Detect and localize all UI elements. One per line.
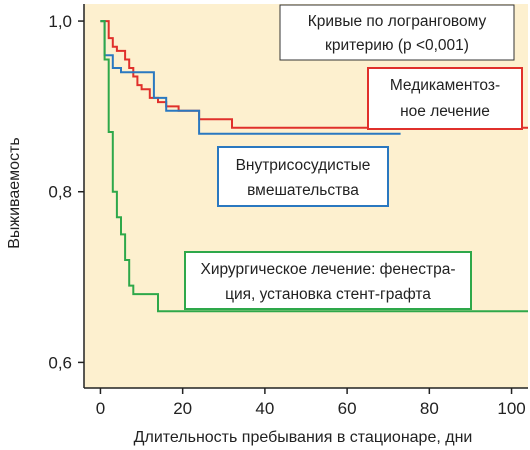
x-tick-label: 60 — [338, 399, 357, 418]
y-tick-label: 0,8 — [48, 183, 72, 202]
surgical-line-1: Хирургическое лечение: фенестра- — [200, 261, 455, 278]
surgical-box — [184, 251, 472, 310]
endovascular-curve — [100, 20, 401, 135]
x-tick-label: 100 — [497, 399, 525, 418]
surgical-annotation: Хирургическое лечение: фенестра- ция, ус… — [184, 251, 472, 310]
x-axis-title: Длительность пребывания в стационаре, дн… — [134, 429, 473, 446]
ticks-layer: 0 20 40 60 80 100 0,6 0,8 1,0 — [48, 12, 525, 418]
medical-box — [367, 67, 523, 130]
x-tick-label: 80 — [420, 399, 439, 418]
endovascular-box — [217, 146, 389, 207]
series-layer — [100, 20, 528, 313]
x-tick-label: 0 — [96, 399, 105, 418]
surgical-line-2: ция, установка стент-графта — [225, 286, 431, 303]
logrank-line-2: критерию (р <0,001) — [325, 37, 469, 54]
medical-annotation: Медикаментоз- ное лечение — [367, 67, 523, 130]
logrank-annotation: Кривые по логранговому критерию (р <0,00… — [279, 4, 515, 61]
logrank-line-1: Кривые по логранговому — [308, 13, 487, 30]
endovascular-annotation: Внутрисосудистые вмешательства — [217, 146, 389, 207]
medical-line-1: Медикаментоз- — [390, 77, 500, 94]
y-tick-label: 1,0 — [48, 12, 72, 31]
x-tick-label: 20 — [173, 399, 192, 418]
medical-line-2: ное лечение — [400, 103, 490, 120]
y-tick-label: 0,6 — [48, 353, 72, 372]
surgical-curve — [100, 20, 528, 313]
endovascular-line-1: Внутрисосудистые — [236, 157, 371, 174]
endovascular-line-2: вмешательства — [247, 182, 359, 199]
x-tick-label: 40 — [255, 399, 274, 418]
logrank-box — [279, 4, 515, 61]
y-axis-title: Выживаемость — [6, 137, 23, 249]
